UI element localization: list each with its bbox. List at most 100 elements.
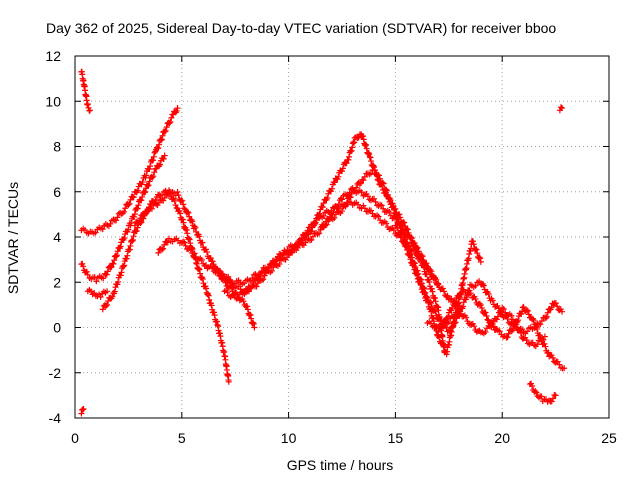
data-point <box>494 313 501 320</box>
data-point <box>399 227 406 234</box>
data-point <box>244 303 251 310</box>
data-point <box>523 337 530 344</box>
data-point <box>127 196 134 203</box>
data-point <box>361 205 368 212</box>
data-point <box>473 246 480 253</box>
data-point <box>312 220 319 227</box>
data-point <box>542 315 549 322</box>
data-point <box>304 227 311 234</box>
data-point <box>371 195 378 202</box>
data-point <box>129 237 136 244</box>
data-point <box>343 160 350 167</box>
data-point <box>561 365 568 372</box>
data-point <box>115 278 122 285</box>
data-point <box>186 213 193 220</box>
data-point <box>372 198 379 205</box>
data-point <box>229 280 236 287</box>
data-point <box>84 101 91 108</box>
data-point <box>419 253 426 260</box>
data-point <box>331 214 338 221</box>
data-point <box>438 324 445 331</box>
data-point <box>415 248 422 255</box>
data-point <box>126 200 133 207</box>
data-point <box>148 205 155 212</box>
data-point <box>559 105 566 112</box>
data-point <box>537 334 544 341</box>
data-point <box>548 398 555 405</box>
data-point <box>146 166 153 173</box>
data-point <box>380 205 387 212</box>
data-point <box>515 317 522 324</box>
data-point <box>467 290 474 297</box>
data-point <box>139 179 146 186</box>
data-point <box>554 303 561 310</box>
y-tick-label: 4 <box>53 229 61 245</box>
data-point <box>251 324 258 331</box>
data-point <box>203 246 210 253</box>
data-point <box>109 293 116 300</box>
data-point <box>309 221 316 228</box>
data-point <box>271 261 278 268</box>
data-point <box>137 215 144 222</box>
data-point <box>548 304 555 311</box>
data-point <box>438 339 445 346</box>
data-point <box>538 393 545 400</box>
data-point <box>111 257 118 264</box>
data-point <box>363 142 370 149</box>
data-point <box>227 277 234 284</box>
data-point <box>179 216 186 223</box>
data-point <box>80 405 87 412</box>
series-trace-14 <box>435 286 568 372</box>
data-point <box>99 306 106 313</box>
data-point <box>221 274 228 281</box>
data-point <box>404 226 411 233</box>
data-point <box>145 182 152 189</box>
data-point <box>347 194 354 201</box>
data-point <box>121 235 128 242</box>
data-point <box>103 271 110 278</box>
data-point <box>345 156 352 163</box>
data-point <box>530 317 537 324</box>
data-point <box>123 255 130 262</box>
data-point <box>257 273 264 280</box>
data-point <box>533 389 540 396</box>
data-point <box>160 155 167 162</box>
data-point <box>358 189 365 196</box>
data-point <box>127 242 134 249</box>
data-point <box>111 288 118 295</box>
data-point <box>117 243 124 250</box>
data-point <box>102 303 109 310</box>
data-point <box>97 294 104 301</box>
data-point <box>104 301 111 308</box>
data-point <box>476 278 483 285</box>
data-point <box>483 312 490 319</box>
data-point <box>83 268 90 275</box>
data-point <box>155 249 162 256</box>
data-point <box>199 239 206 246</box>
data-point <box>150 157 157 164</box>
data-point <box>435 329 442 336</box>
data-point <box>320 200 327 207</box>
series-trace-15 <box>526 380 559 405</box>
data-point <box>420 257 427 264</box>
data-point <box>508 312 515 319</box>
data-point <box>445 313 452 320</box>
data-point <box>185 209 192 216</box>
data-point <box>294 244 301 251</box>
data-point <box>303 231 310 238</box>
data-point <box>442 318 449 325</box>
data-point <box>350 138 357 145</box>
data-point <box>443 293 450 300</box>
data-point <box>355 201 362 208</box>
data-point <box>114 252 121 259</box>
data-point <box>339 208 345 215</box>
data-point <box>156 141 163 148</box>
data-point <box>394 225 401 232</box>
x-tick-label: 10 <box>281 430 297 446</box>
data-point <box>245 283 252 290</box>
data-point <box>435 281 442 288</box>
data-point <box>477 258 484 265</box>
data-point <box>474 250 481 257</box>
series-trace-4 <box>78 105 181 237</box>
data-point <box>163 124 170 131</box>
